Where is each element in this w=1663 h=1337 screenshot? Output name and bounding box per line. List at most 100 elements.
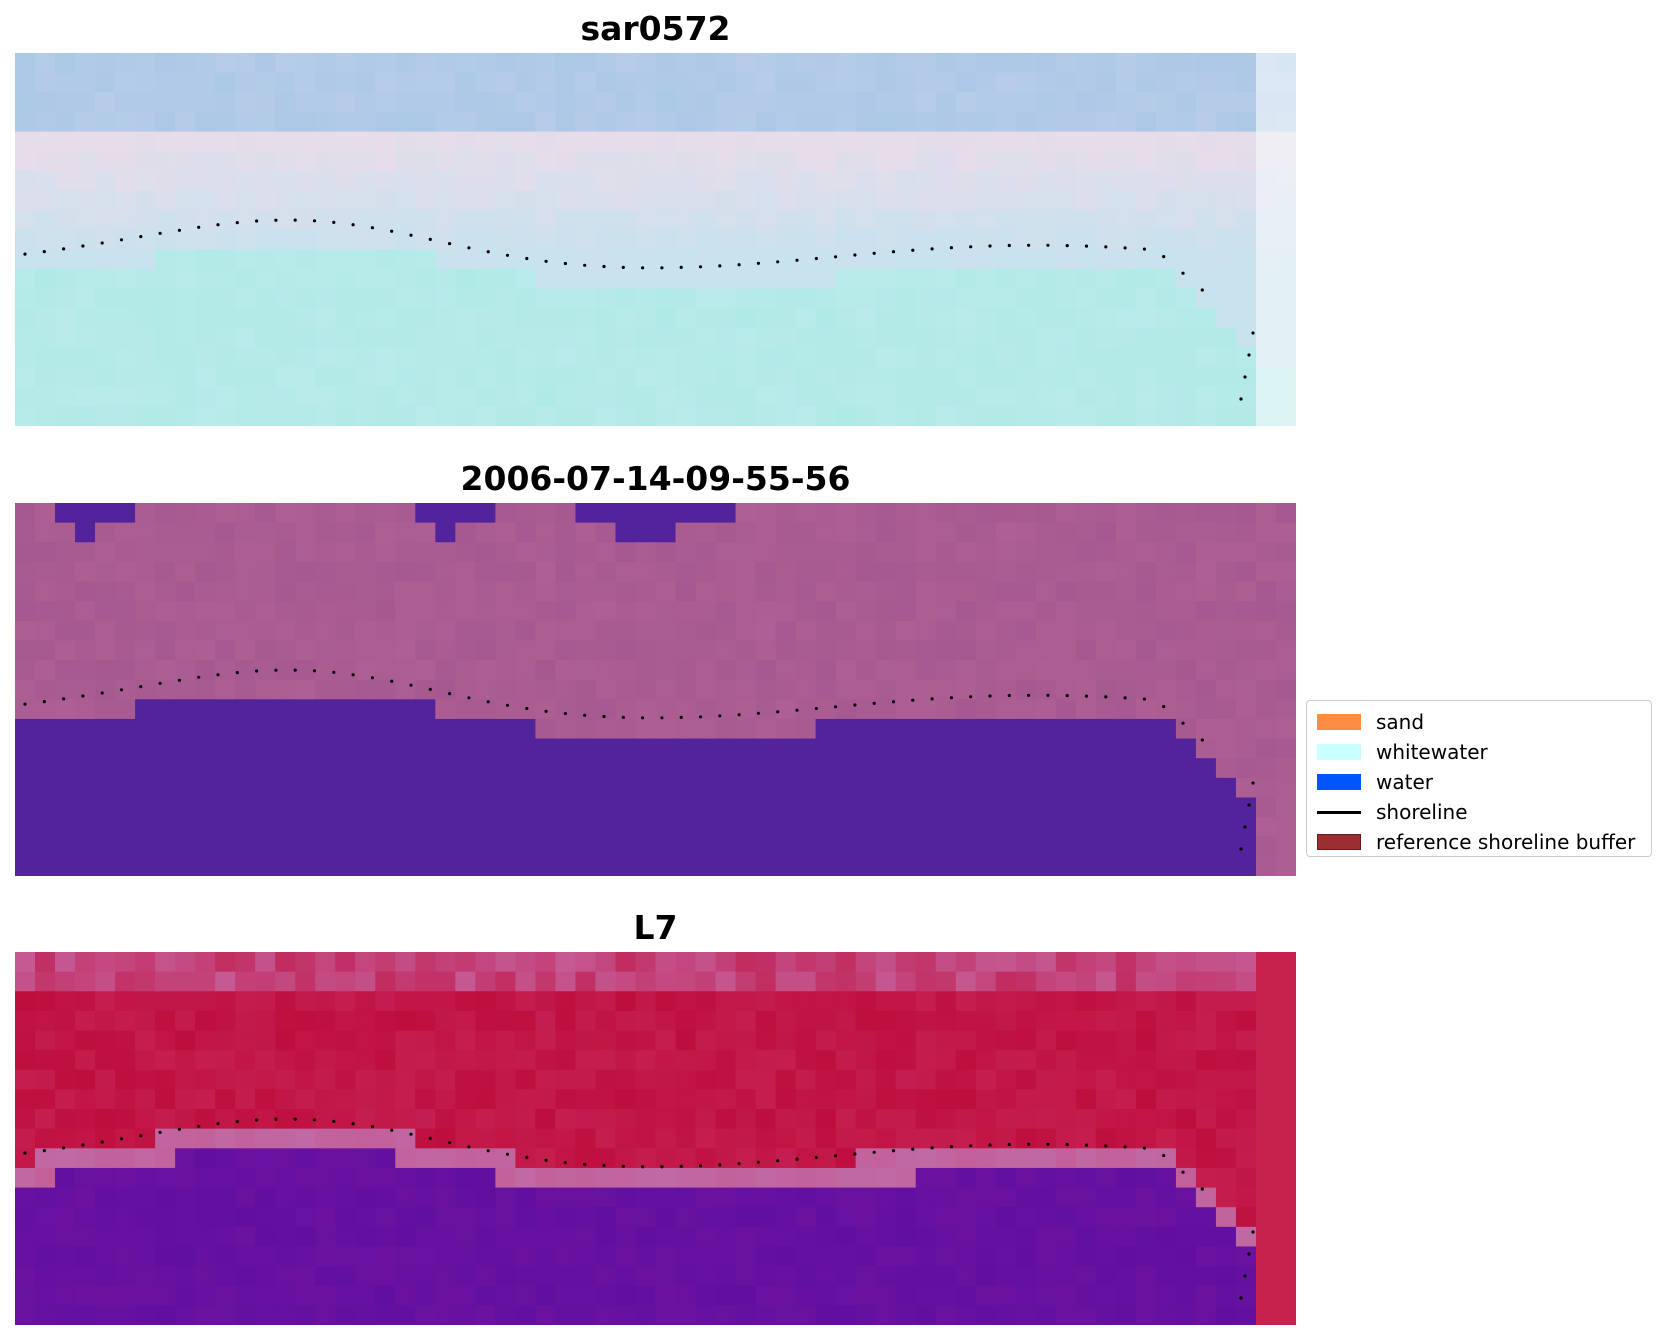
pixel-cell [1175,1246,1197,1267]
pixel-cell [855,1069,877,1091]
shoreline-point [853,703,857,707]
shoreline-point [930,697,934,701]
shoreline-point [351,1122,355,1126]
pixel-cell [355,1128,376,1149]
pixel-cell [935,1069,957,1091]
pixel-cell [935,1128,957,1149]
pixel-cell [835,111,857,133]
pixel-cell [735,1226,757,1248]
pixel-cell [1075,1207,1097,1228]
pixel-cell [935,561,957,583]
pixel-cell [515,522,537,543]
pixel-cell [1015,1109,1037,1130]
pixel-cell [1015,836,1037,857]
pixel-cell [1135,1128,1157,1149]
pixel-cell [415,190,436,211]
pixel-cell [275,1050,296,1071]
pixel-cell [75,718,96,740]
pixel-cell [275,190,296,211]
pixel-cell [35,738,56,759]
pixel-cell [475,111,496,133]
pixel-cell [275,131,296,152]
pixel-cell [255,111,276,133]
legend-label-shoreline: shoreline [1376,800,1468,824]
pixel-cell [15,836,36,857]
pixel-cell [555,561,577,583]
pixel-cell [475,1148,496,1169]
pixel-cell [195,1050,216,1071]
pixel-cell [995,170,1017,192]
pixel-cell [1235,347,1257,368]
shoreline-point [911,698,915,702]
pixel-cell [955,72,977,93]
pixel-cell [715,406,737,426]
pixel-cell [875,1128,897,1149]
pixel-cell [475,679,496,700]
pixel-cell [1115,699,1137,720]
pixel-cell [475,758,496,779]
pixel-cell [795,620,817,642]
pixel-cell [295,1148,316,1169]
pixel-cell [55,640,76,661]
pixel-cell [675,777,697,799]
pixel-cell [855,738,877,759]
shoreline-point [621,1164,625,1168]
pixel-cell [155,288,176,309]
pixel-cell [15,151,36,172]
pixel-cell [1095,1069,1117,1091]
pixel-cell [355,367,376,388]
pixel-cell [1015,170,1037,192]
pixel-cell [215,1109,236,1130]
pixel-cell [795,210,817,231]
pixel-cell [1195,367,1217,388]
pixel-cell [235,718,256,740]
pixel-cell [1255,699,1277,720]
pixel-cell [495,1266,516,1287]
pixel-cell [955,856,977,876]
pixel-cell [375,797,396,818]
shoreline-point [1104,245,1108,249]
pixel-cell [755,1167,777,1189]
shoreline-point [467,246,471,250]
pixel-cell [1115,1266,1137,1287]
pixel-cell [175,971,196,992]
pixel-cell [875,1050,897,1071]
shoreline-point [486,1149,490,1153]
pixel-cell [1175,542,1197,563]
pixel-cell [795,1050,817,1071]
pixel-cell [895,170,917,192]
shoreline-point [274,1117,278,1121]
pixel-cell [35,1030,56,1051]
pixel-cell [655,542,677,563]
pixel-cell [415,581,436,602]
pixel-cell [15,601,36,622]
pixel-cell [255,679,276,700]
pixel-cell [1135,1305,1157,1325]
pixel-cell [575,836,597,857]
pixel-cell [375,601,396,622]
pixel-cell [315,1167,336,1189]
pixel-cell [595,1050,617,1071]
pixel-cell [495,1010,516,1032]
pixel-cell [15,581,36,602]
pixel-cell [1095,758,1117,779]
shoreline-point [641,1165,645,1169]
pixel-cell [1055,1050,1077,1071]
pixel-cell [1055,308,1077,329]
pixel-cell [15,1167,36,1189]
pixel-cell [535,1226,557,1248]
pixel-cell [455,327,476,349]
pixel-cell [1255,1167,1277,1189]
pixel-cell [635,327,657,349]
pixel-cell [715,1109,737,1130]
pixel-cell [415,1246,436,1267]
pixel-cell [1175,92,1197,113]
pixel-cell [1015,1069,1037,1091]
shoreline-point [911,248,915,252]
pixel-cell [595,1266,617,1287]
pixel-cell [715,797,737,818]
pixel-cell [455,1109,476,1130]
pixel-cell [395,386,416,407]
pixel-cell [195,229,216,250]
pixel-cell [1255,581,1277,602]
